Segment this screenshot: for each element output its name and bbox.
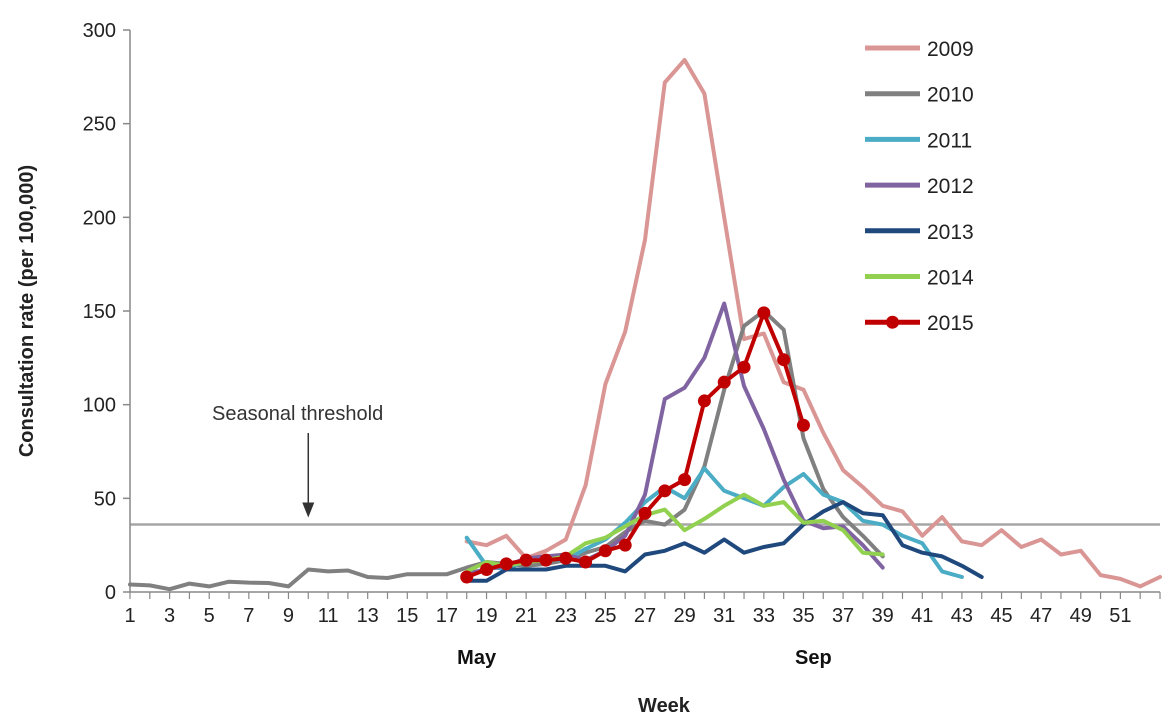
- x-tick-label: 11: [318, 605, 339, 627]
- legend-label: 2014: [927, 267, 974, 290]
- series-layer: [128, 58, 1162, 592]
- series-line-2012: [464, 301, 885, 576]
- month-label: May: [457, 647, 497, 669]
- x-tick-label: 9: [283, 605, 294, 627]
- y-tick-label: 150: [83, 301, 116, 323]
- threshold-arrowhead-icon: [302, 502, 315, 518]
- y-tick-label: 50: [94, 488, 116, 510]
- x-tick-label: 39: [872, 605, 894, 627]
- x-tick-label: 3: [164, 605, 175, 627]
- data-point-2015: [460, 570, 474, 584]
- x-tick-label: 41: [911, 605, 933, 627]
- x-tick-label: 19: [475, 605, 497, 627]
- data-point-2015: [539, 553, 553, 567]
- data-point-2015: [796, 418, 810, 432]
- data-point-2015: [559, 551, 573, 565]
- x-tick-label: 17: [436, 605, 458, 627]
- y-axis-ticks: 0 50 100 150 200 250 300: [83, 20, 130, 604]
- x-tick-label: 23: [555, 605, 577, 627]
- data-point-2015: [618, 538, 632, 552]
- y-tick-label: 100: [83, 395, 116, 417]
- data-point-2015: [678, 473, 692, 487]
- data-point-2015: [499, 557, 513, 571]
- x-axis-title: Week: [638, 695, 691, 717]
- series-line-2015: [464, 310, 806, 579]
- data-point-2015: [598, 544, 612, 558]
- x-tick-label: 29: [673, 605, 695, 627]
- x-tick-label: 21: [515, 605, 537, 627]
- legend-marker-2015: [886, 315, 899, 329]
- x-tick-label: 25: [594, 605, 616, 627]
- x-tick-label: 5: [204, 605, 215, 627]
- data-point-2015: [717, 375, 731, 389]
- data-point-2015: [737, 360, 751, 374]
- legend-label: 2009: [927, 38, 974, 61]
- legend: 2009 2010 2011 2012 2013 2014 2015: [865, 38, 974, 335]
- legend-label: 2015: [927, 312, 974, 335]
- x-tick-label: 43: [951, 605, 973, 627]
- x-tick-label: 49: [1070, 605, 1092, 627]
- data-point-2015: [777, 353, 791, 367]
- y-tick-label: 250: [83, 114, 116, 136]
- y-axis-title: Consultation rate (per 100,000): [16, 165, 38, 457]
- data-point-2015: [480, 563, 494, 577]
- data-point-2015: [638, 506, 652, 520]
- legend-label: 2010: [927, 84, 974, 107]
- data-point-2015: [658, 484, 672, 498]
- legend-label: 2011: [927, 129, 972, 152]
- data-point-2015: [519, 553, 533, 567]
- data-point-2015: [757, 306, 771, 320]
- y-tick-label: 300: [83, 20, 116, 42]
- y-tick-label: 0: [105, 582, 116, 604]
- data-point-2015: [579, 555, 593, 569]
- legend-label: 2013: [927, 221, 974, 244]
- threshold-layer: Seasonal threshold: [130, 403, 1160, 526]
- x-tick-label: 7: [243, 605, 254, 627]
- series-line-2013: [464, 500, 984, 583]
- x-tick-label: 37: [832, 605, 854, 627]
- x-tick-label: 27: [634, 605, 656, 627]
- seasonal-threshold-label: Seasonal threshold: [212, 403, 383, 425]
- x-tick-label: 15: [396, 605, 418, 627]
- y-tick-label: 200: [83, 207, 116, 229]
- legend-label: 2012: [927, 175, 974, 198]
- x-tick-label: 1: [124, 605, 135, 627]
- data-point-2015: [697, 394, 711, 408]
- month-label: Sep: [795, 647, 832, 669]
- x-tick-label: 45: [990, 605, 1012, 627]
- x-tick-label: 13: [357, 605, 379, 627]
- x-tick-label: 35: [792, 605, 814, 627]
- x-axis-ticks: 1 3 5 7 9 11 13 15 17 19 21 23 25 27 29 31 33 35 37 39 41 43 4…: [124, 592, 1161, 627]
- x-tick-label: 33: [753, 605, 775, 627]
- series-line-2009: [464, 58, 1162, 589]
- month-labels: May Sep: [457, 647, 832, 669]
- x-tick-label: 51: [1109, 605, 1131, 627]
- x-tick-label: 31: [713, 605, 735, 627]
- x-tick-label: 47: [1030, 605, 1052, 627]
